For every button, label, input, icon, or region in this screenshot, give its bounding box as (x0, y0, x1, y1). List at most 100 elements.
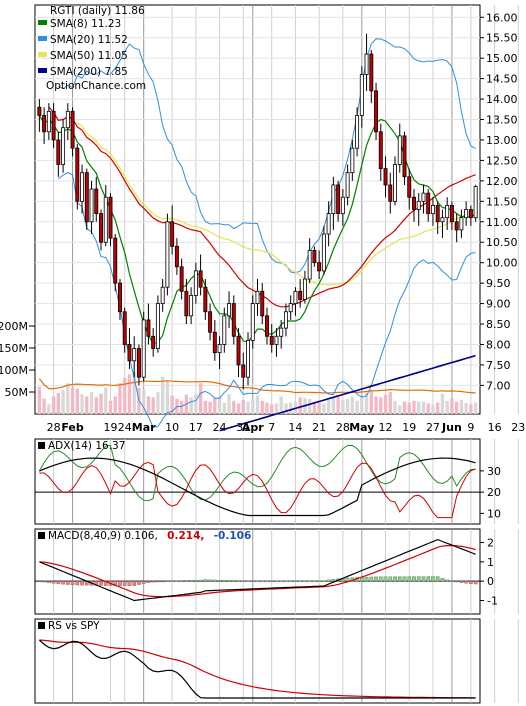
volume-bar-37 (213, 398, 217, 414)
candle-body-24 (151, 335, 156, 349)
candle-body-82 (426, 192, 431, 214)
volume-bar-61 (326, 399, 331, 414)
candle-body-37 (212, 331, 217, 354)
candle-body-15 (108, 196, 113, 239)
macd-hist-bar-34 (198, 579, 203, 582)
macd-hist-bar-87 (450, 580, 454, 582)
macd-value: MACD(8,40,9) 0.106, (48, 530, 158, 542)
candle-body-43 (241, 364, 246, 378)
macd-hist-bar-91 (469, 581, 473, 584)
rs-ma-line (39, 639, 476, 699)
price-tick-label-0: 7.00 (486, 379, 511, 392)
candle-body-84 (435, 205, 440, 223)
volume-y-ticks: 200M 150M 100M 50M (0, 320, 35, 399)
macd-hist-bar-6 (66, 581, 70, 585)
candle-body-8 (75, 147, 80, 202)
volume-bar-73 (383, 394, 388, 414)
candle-body-65 (345, 172, 350, 198)
macd-hist-bar-0 (37, 581, 42, 583)
volume-bar-35 (203, 400, 207, 414)
candle-body-74 (388, 184, 393, 202)
macd-tick-label-1: 1 (487, 556, 494, 569)
macd-hist-bar-89 (459, 581, 464, 583)
candle-body-57 (307, 249, 312, 280)
volume-bar-18 (123, 377, 127, 414)
macd-hist-bar-37 (213, 579, 217, 582)
volume-bar-27 (165, 381, 170, 414)
sma50-line (76, 122, 476, 286)
macd-hist-bar-45 (250, 580, 255, 582)
vol-tick-label-3: 50M (5, 386, 29, 399)
candle-body-33 (193, 270, 198, 296)
volume-bar-59 (317, 402, 321, 414)
volume-bar-39 (222, 403, 226, 414)
macd-hist-bar-58 (312, 580, 317, 582)
vol-tick-label-0: 200M (0, 320, 28, 333)
candle-body-87 (449, 205, 454, 223)
candle-body-10 (84, 172, 89, 223)
volume-bar-83 (431, 404, 435, 414)
candle-body-38 (217, 344, 222, 354)
volume-bar-85 (440, 393, 445, 414)
macd-signal-value: 0.214, (167, 530, 204, 542)
volume-bar-65 (345, 399, 350, 414)
candle-body-12 (94, 188, 99, 214)
macd-hist-bar-2 (47, 581, 51, 583)
macd-hist-bar-25 (156, 581, 160, 583)
volume-bar-60 (322, 403, 326, 414)
volume-bar-71 (374, 396, 378, 414)
candlesticks (37, 33, 478, 390)
candle-body-25 (155, 303, 160, 349)
x-label-11: 14 (288, 421, 302, 434)
candle-body-1 (42, 115, 47, 133)
volume-bar-46 (255, 395, 260, 414)
price-tick-label-8: 11.00 (486, 216, 518, 229)
candle-body-21 (136, 348, 141, 378)
candle-body-85 (440, 217, 445, 223)
volume-bar-92 (473, 402, 478, 414)
price-tick-label-9: 11.50 (486, 195, 518, 208)
legend-swatch-sma20 (38, 36, 47, 41)
x-label-4: Mar (132, 421, 156, 434)
volume-bar-5 (61, 389, 65, 414)
candle-body-78 (407, 176, 412, 198)
candle-body-32 (189, 294, 194, 317)
macd-hist-bar-55 (298, 580, 302, 582)
price-tick-label-12: 13.00 (486, 134, 518, 147)
x-label-18: Jun (441, 421, 462, 434)
macd-hist-bar-28 (170, 580, 174, 582)
candle-body-73 (383, 168, 388, 186)
x-label-21: 23 (511, 421, 525, 434)
volume-bar-33 (194, 393, 198, 414)
candle-body-23 (146, 319, 151, 337)
x-label-10: 7 (268, 421, 275, 434)
adx-minus-di-line (39, 461, 476, 519)
macd-hist-bar-29 (175, 580, 179, 582)
volume-bar-75 (393, 400, 397, 414)
candle-body-75 (393, 164, 397, 202)
volume-bar-70 (369, 389, 373, 414)
volume-bar-63 (336, 394, 340, 414)
volume-bar-89 (459, 399, 464, 414)
volume-bar-3 (51, 396, 56, 414)
x-label-20: 16 (488, 421, 502, 434)
macd-hist-bar-39 (222, 580, 227, 582)
candle-body-48 (265, 315, 269, 337)
macd-hist-bar-50 (274, 580, 279, 582)
candle-body-46 (255, 290, 260, 304)
macd-hist-bar-90 (464, 581, 468, 584)
volume-bar-67 (355, 400, 359, 414)
candle-body-68 (359, 74, 364, 116)
volume-bar-7 (70, 387, 75, 414)
macd-hist-bar-26 (160, 581, 165, 583)
volume-bar-45 (251, 399, 255, 414)
macd-hist-bar-52 (284, 580, 288, 582)
candle-body-62 (331, 184, 336, 214)
candle-body-40 (227, 303, 232, 317)
rs-panel: RS vs SPY (34, 618, 519, 704)
candle-body-44 (246, 339, 250, 378)
macd-hist-bar-42 (236, 580, 241, 582)
candle-body-9 (80, 172, 85, 202)
macd-hist-bar-27 (165, 580, 170, 582)
candle-body-54 (293, 290, 298, 304)
